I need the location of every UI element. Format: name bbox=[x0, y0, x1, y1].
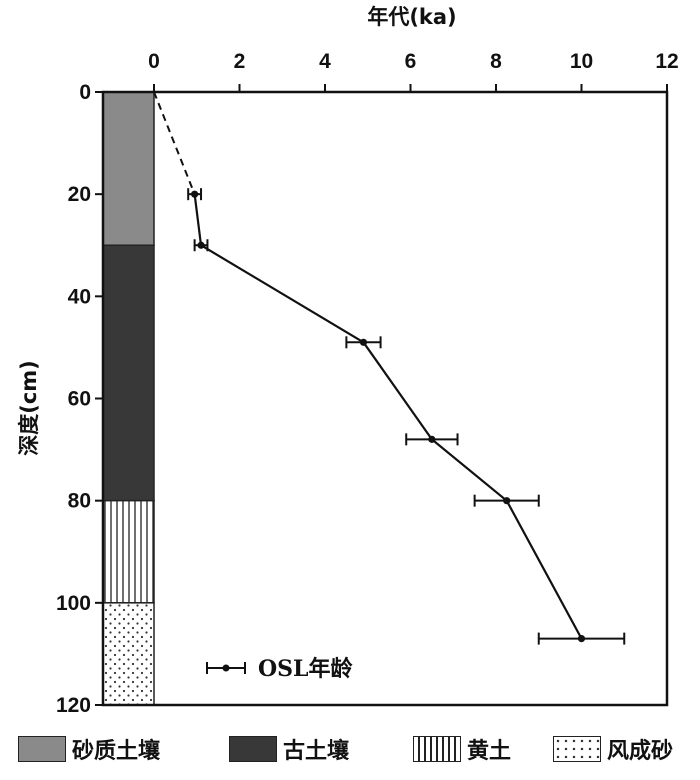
x-axis-ticks: 0 2 4 6 8 10 12 bbox=[148, 50, 679, 92]
y-tick-label-6: 120 bbox=[56, 694, 91, 717]
y-axis-title: 深度(cm) bbox=[17, 360, 41, 456]
data-point-3 bbox=[428, 435, 436, 443]
strat-layer-2 bbox=[102, 499, 155, 604]
legend-item-paleosol: 古土壤 bbox=[229, 734, 349, 764]
y-axis-ticks: 0 20 40 60 80 100 120 bbox=[56, 81, 103, 717]
data-point-4 bbox=[503, 497, 511, 505]
plot-frame bbox=[101, 90, 669, 707]
legend-label-paleosol: 古土壤 bbox=[283, 738, 350, 764]
x-tick-label-5: 10 bbox=[570, 50, 593, 73]
legend-swatch-paleosol bbox=[229, 736, 277, 762]
legend-label-osl: OSL年龄 bbox=[258, 656, 354, 682]
age-depth-chart: 年代(ka) 深度(cm) 0 2 4 6 8 10 12 020406080100120 … bbox=[17, 5, 679, 717]
y-tick-label-3: 60 bbox=[68, 388, 91, 411]
data-point-1 bbox=[197, 241, 205, 249]
stratigraphy-legend: 砂质土壤 古土壤 黄土 风成砂 bbox=[0, 728, 700, 768]
data-point-0 bbox=[191, 190, 199, 198]
osl-series bbox=[153, 91, 626, 645]
legend-item-aeolian-sand: 风成砂 bbox=[553, 734, 673, 764]
y-tick-label-2: 40 bbox=[68, 285, 91, 308]
extrapolation-line bbox=[153, 91, 196, 195]
legend-swatch-loess bbox=[413, 736, 461, 762]
legend-label-aeolian-sand: 风成砂 bbox=[607, 738, 674, 764]
legend-marker bbox=[222, 664, 230, 672]
y-tick-label-4: 80 bbox=[68, 490, 91, 513]
x-tick-label-2: 4 bbox=[319, 50, 331, 73]
x-tick-label-0: 0 bbox=[148, 50, 160, 73]
strat-layer-3 bbox=[102, 602, 155, 706]
x-tick-label-6: 12 bbox=[655, 50, 678, 73]
x-axis-title: 年代(ka) bbox=[367, 5, 456, 29]
data-point-5 bbox=[577, 634, 586, 643]
y-tick-label-0: 0 bbox=[79, 81, 91, 104]
stratigraphy-column bbox=[102, 91, 155, 706]
strat-layer-1 bbox=[102, 244, 155, 502]
legend-item-sandy-soil: 砂质土壤 bbox=[18, 734, 160, 764]
legend-label-sandy-soil: 砂质土壤 bbox=[72, 738, 161, 764]
y-tick-label-5: 100 bbox=[56, 592, 91, 615]
legend-item-loess: 黄土 bbox=[413, 734, 511, 764]
legend-label-loess: 黄土 bbox=[467, 738, 512, 764]
legend-swatch-sandy-soil bbox=[18, 736, 66, 762]
strat-layer-0 bbox=[102, 91, 155, 246]
legend-swatch-aeolian-sand bbox=[553, 736, 601, 762]
x-tick-label-1: 2 bbox=[234, 50, 246, 73]
x-tick-label-4: 8 bbox=[490, 50, 502, 73]
inside-legend: OSL年龄 bbox=[206, 656, 354, 682]
y-tick-label-1: 20 bbox=[68, 183, 91, 206]
data-point-2 bbox=[359, 338, 368, 346]
series-line bbox=[193, 194, 583, 640]
x-tick-label-3: 6 bbox=[405, 50, 417, 73]
